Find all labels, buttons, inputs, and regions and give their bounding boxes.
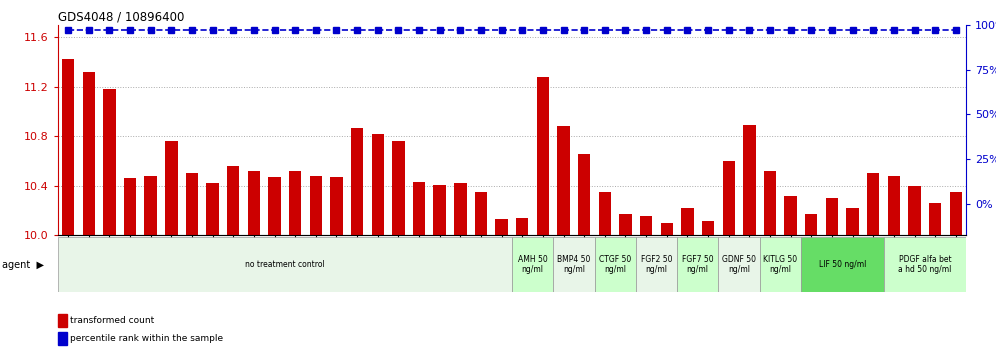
Bar [268,177,281,354]
Bar [227,166,239,354]
Bar [887,176,900,354]
Bar [516,218,529,354]
Text: AMH 50
ng/ml: AMH 50 ng/ml [518,255,548,274]
Bar [805,214,818,354]
Text: transformed count: transformed count [70,316,154,325]
Bar [124,178,136,354]
Bar [58,237,512,292]
Bar [62,59,75,354]
Text: PDGF alfa bet
a hd 50 ng/ml: PDGF alfa bet a hd 50 ng/ml [898,255,951,274]
Text: GDS4048 / 10896400: GDS4048 / 10896400 [58,11,184,24]
Bar [764,171,776,354]
Bar [722,161,735,354]
Text: BMP4 50
ng/ml: BMP4 50 ng/ml [557,255,591,274]
Bar [165,141,177,354]
Bar [801,237,883,292]
Bar [495,219,508,354]
Text: agent  ▶: agent ▶ [2,259,44,270]
Bar [620,214,631,354]
Bar [677,237,718,292]
Bar [558,126,570,354]
Bar [929,203,941,354]
Bar [868,173,879,354]
Text: percentile rank within the sample: percentile rank within the sample [70,334,223,343]
Text: FGF2 50
ng/ml: FGF2 50 ng/ml [640,255,672,274]
Bar [595,237,635,292]
Bar [475,192,487,354]
Bar [760,237,801,292]
Bar [826,198,838,354]
Bar [186,173,198,354]
Bar [553,237,595,292]
Text: KITLG 50
ng/ml: KITLG 50 ng/ml [763,255,798,274]
Bar [58,332,67,345]
Bar [718,237,760,292]
Bar [392,141,404,354]
Bar [248,171,260,354]
Bar [331,177,343,354]
Bar [743,125,756,354]
Bar [83,72,95,354]
Text: GDNF 50
ng/ml: GDNF 50 ng/ml [722,255,756,274]
Bar [433,184,446,354]
Bar [640,216,652,354]
Bar [949,192,962,354]
Bar [104,89,116,354]
Bar [635,237,677,292]
Bar [289,171,302,354]
Bar [599,192,611,354]
Text: FGF7 50
ng/ml: FGF7 50 ng/ml [682,255,713,274]
Text: CTGF 50
ng/ml: CTGF 50 ng/ml [599,255,631,274]
Bar [660,223,673,354]
Bar [537,77,549,354]
Bar [785,196,797,354]
Bar [681,208,693,354]
Bar [413,182,425,354]
Bar [206,183,219,354]
Bar [512,237,553,292]
Text: no treatment control: no treatment control [245,260,325,269]
Bar [310,176,322,354]
Bar [883,237,966,292]
Bar [58,314,67,327]
Bar [578,154,591,354]
Bar [454,183,466,354]
Bar [847,208,859,354]
Bar [351,127,364,354]
Bar [908,186,920,354]
Bar [702,221,714,354]
Bar [372,134,383,354]
Text: LIF 50 ng/ml: LIF 50 ng/ml [819,260,866,269]
Bar [144,176,156,354]
